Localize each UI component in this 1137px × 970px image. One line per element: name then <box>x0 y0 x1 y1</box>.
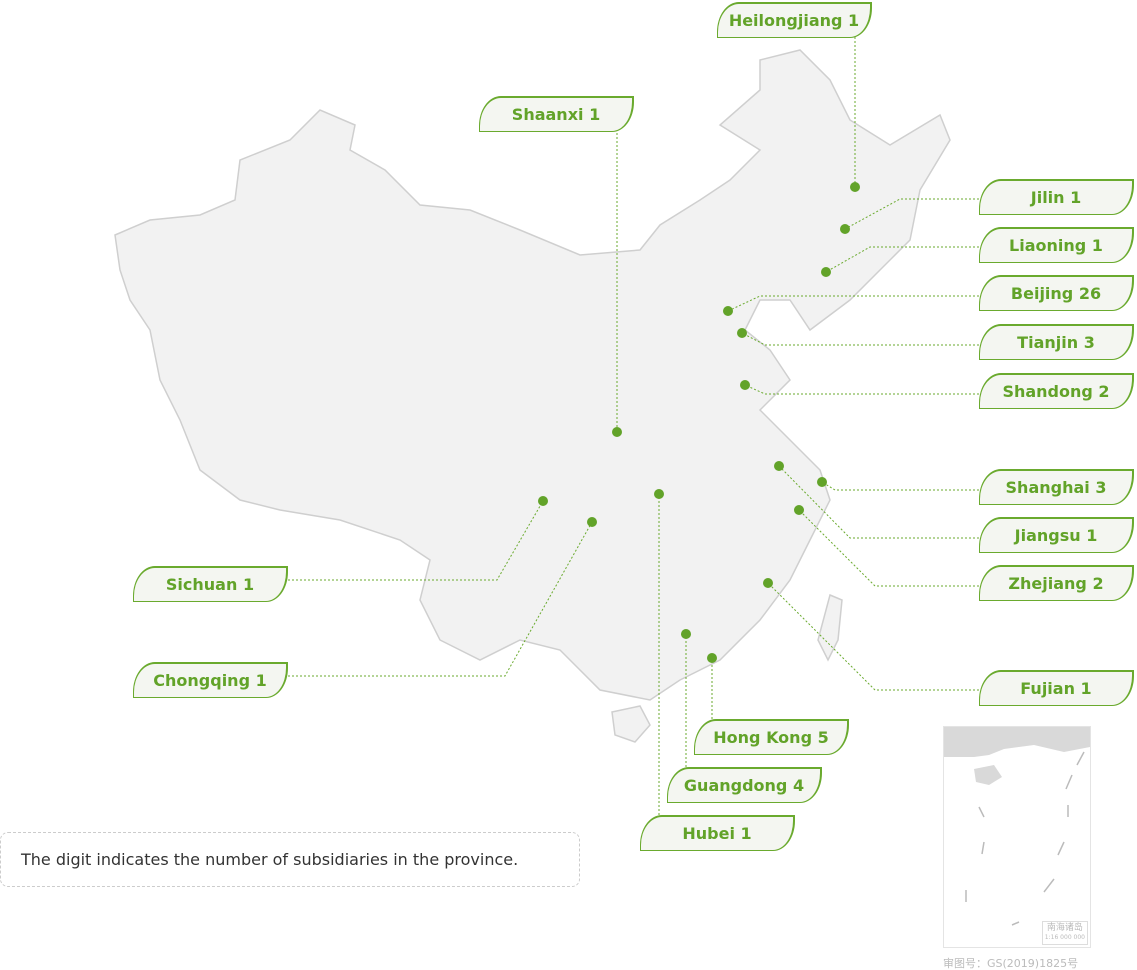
marker-jilin <box>840 224 850 234</box>
taiwan-outline <box>817 593 843 662</box>
legend-note: The digit indicates the number of subsid… <box>0 832 580 887</box>
marker-shandong <box>740 380 750 390</box>
leader-line-shanghai <box>821 481 979 491</box>
marker-sichuan <box>538 496 548 506</box>
marker-shaanxi <box>612 427 622 437</box>
hainan-outline <box>611 705 651 743</box>
label-chongqing: Chongqing 1 <box>133 662 288 698</box>
label-hubei: Hubei 1 <box>640 815 795 851</box>
marker-zhejiang <box>794 505 804 515</box>
marker-hubei <box>654 489 664 499</box>
label-beijing: Beijing 26 <box>979 275 1134 311</box>
marker-tianjin <box>737 328 747 338</box>
inset-title: 南海诸岛 1:16 000 000 <box>1041 921 1088 945</box>
marker-heilongjiang <box>850 182 860 192</box>
map-approval-number: 审图号：GS(2019)1825号 <box>943 957 1079 970</box>
leader-line-sichuan <box>288 500 544 581</box>
leader-line-shandong <box>744 384 979 395</box>
leader-line-liaoning <box>825 246 979 273</box>
label-zhejiang: Zhejiang 2 <box>979 565 1134 601</box>
marker-jiangsu <box>774 461 784 471</box>
label-guangdong: Guangdong 4 <box>667 767 822 803</box>
leader-line-beijing <box>727 295 979 312</box>
label-tianjin: Tianjin 3 <box>979 324 1134 360</box>
label-shandong: Shandong 2 <box>979 373 1134 409</box>
label-fujian: Fujian 1 <box>979 670 1134 706</box>
label-hongkong: Hong Kong 5 <box>694 719 849 755</box>
marker-shanghai <box>817 477 827 487</box>
south-china-sea-inset: 南海诸岛 1:16 000 000 <box>943 726 1091 948</box>
label-liaoning: Liaoning 1 <box>979 227 1134 263</box>
leader-line-fujian <box>767 582 979 691</box>
leader-line-jilin <box>844 198 979 230</box>
marker-guangdong <box>681 629 691 639</box>
label-sichuan: Sichuan 1 <box>133 566 288 602</box>
marker-chongqing <box>587 517 597 527</box>
leader-line-chongqing <box>288 521 593 677</box>
leader-line-jiangsu <box>778 465 979 539</box>
marker-hongkong <box>707 653 717 663</box>
leader-line-tianjin <box>741 332 979 346</box>
leader-line-zhejiang <box>798 509 979 587</box>
marker-beijing <box>723 306 733 316</box>
marker-liaoning <box>821 267 831 277</box>
china-outline <box>114 49 951 701</box>
label-heilongjiang: Heilongjiang 1 <box>717 2 872 38</box>
label-jilin: Jilin 1 <box>979 179 1134 215</box>
label-shanghai: Shanghai 3 <box>979 469 1134 505</box>
marker-fujian <box>763 578 773 588</box>
label-shaanxi: Shaanxi 1 <box>479 96 634 132</box>
label-jiangsu: Jiangsu 1 <box>979 517 1134 553</box>
